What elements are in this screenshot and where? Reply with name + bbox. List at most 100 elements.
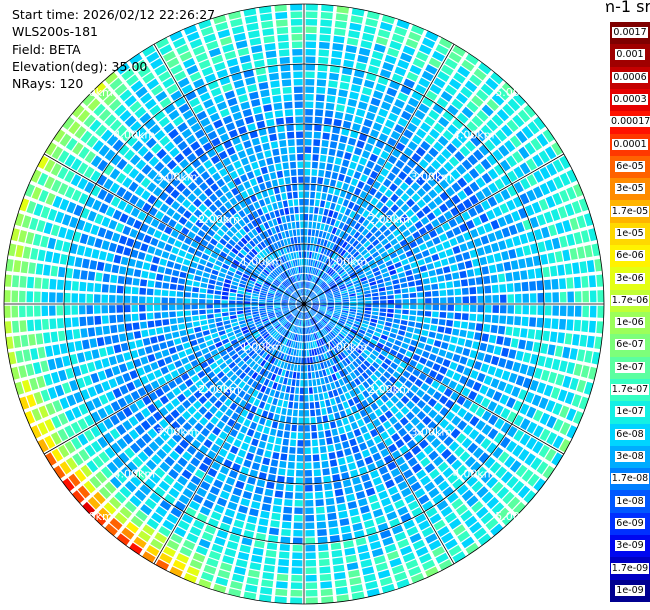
range-gate [305, 101, 314, 108]
range-gate [157, 376, 167, 386]
range-gate [366, 329, 374, 335]
range-gate [258, 401, 266, 409]
range-gate [388, 112, 399, 122]
range-gate [182, 410, 192, 420]
range-gate [456, 395, 466, 406]
range-gate [78, 193, 89, 205]
range-gate [80, 270, 88, 280]
range-gate [312, 307, 318, 310]
range-gate [251, 304, 258, 307]
range-gate [310, 309, 316, 315]
range-gate [278, 316, 284, 321]
range-gate [260, 166, 268, 175]
range-gate [269, 405, 276, 413]
range-gate [373, 43, 386, 53]
range-gate [49, 292, 56, 303]
range-gate [186, 328, 194, 335]
range-gate [484, 139, 496, 152]
range-gate [244, 312, 252, 317]
range-gate [282, 309, 289, 312]
range-gate [165, 172, 176, 182]
azimuth-line [303, 43, 455, 305]
range-gate [314, 401, 320, 409]
ray-count: NRays: 120 [12, 76, 84, 92]
range-gate [318, 339, 323, 346]
range-gate [467, 442, 478, 454]
range-gate [216, 281, 223, 287]
range-gate [251, 219, 258, 228]
range-gate [473, 149, 484, 161]
range-gate [285, 331, 290, 338]
range-gate [254, 285, 261, 290]
range-gate [259, 297, 266, 300]
range-gate [236, 304, 243, 308]
range-gate [161, 312, 169, 318]
range-gate [548, 371, 558, 384]
range-gate [426, 387, 436, 396]
range-gate [298, 251, 302, 258]
range-gate [205, 177, 215, 186]
range-gate [334, 310, 341, 314]
range-gate [283, 223, 288, 231]
range-gate [298, 282, 301, 289]
range-gate [209, 112, 220, 122]
range-gate [328, 452, 336, 460]
range-gate [463, 231, 472, 241]
range-gate [260, 510, 270, 519]
range-gate [286, 323, 291, 330]
range-gate [51, 179, 62, 193]
range-gate [513, 414, 524, 427]
range-gate [334, 220, 341, 228]
range-gate [294, 101, 303, 108]
range-gate [547, 344, 556, 356]
range-gate [164, 268, 173, 275]
range-gate [338, 283, 345, 288]
range-gate [283, 362, 288, 370]
range-ring-label: 5.00km [71, 510, 113, 523]
range-gate [387, 353, 395, 361]
range-gate [507, 98, 521, 112]
range-gate [189, 559, 203, 570]
range-gate [219, 490, 230, 500]
range-gate [538, 397, 549, 410]
range-gate [249, 508, 259, 517]
range-gate [414, 378, 423, 388]
colorbar-tick-label: 6e-09 [615, 517, 645, 529]
range-gate [258, 327, 266, 333]
range-gate [244, 402, 252, 411]
range-gate [274, 225, 280, 233]
range-gate [320, 301, 327, 304]
range-gate [357, 366, 364, 374]
range-gate [200, 239, 209, 247]
range-gate [259, 304, 266, 307]
range-gate [159, 342, 168, 350]
range-gate [245, 315, 252, 320]
range-gate [213, 337, 221, 344]
range-gate [421, 350, 430, 359]
range-gate [297, 259, 300, 266]
range-gate [311, 169, 318, 176]
range-gate [251, 462, 260, 471]
range-gate [226, 146, 236, 156]
range-gate [522, 293, 529, 303]
range-gate [240, 425, 248, 434]
range-gate [429, 83, 442, 95]
range-gate [502, 491, 515, 505]
range-gate [178, 216, 188, 225]
range-gate [214, 308, 221, 313]
range-gate [319, 298, 326, 301]
range-gate [259, 306, 266, 309]
range-gate [263, 426, 270, 435]
range-gate [78, 403, 89, 415]
range-gate [300, 335, 303, 342]
range-gate [360, 363, 368, 371]
range-gate [101, 357, 110, 368]
range-gate [438, 480, 450, 492]
range-gate [304, 146, 312, 153]
range-gate [507, 425, 518, 438]
range-gate [375, 328, 383, 334]
range-gate [372, 452, 382, 462]
range-gate [168, 346, 177, 355]
range-gate [362, 566, 375, 576]
range-gate [198, 19, 212, 30]
